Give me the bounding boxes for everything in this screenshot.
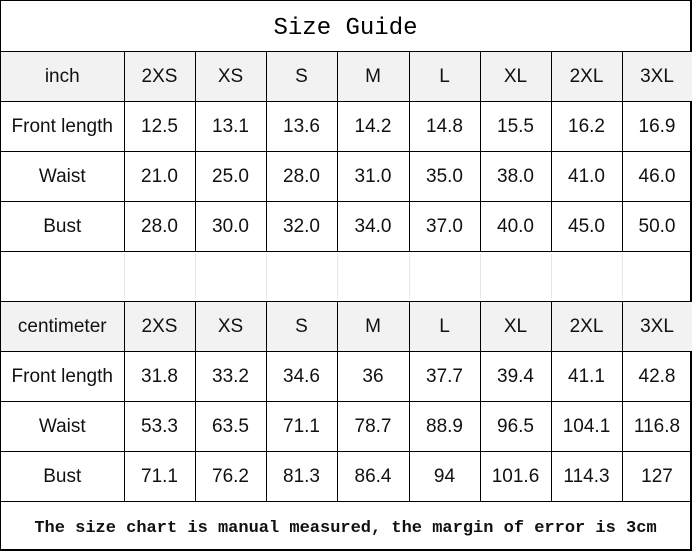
size-header: XS: [194, 301, 267, 352]
measurement-value: 37.7: [408, 351, 481, 402]
table-row: Bust 28.0 30.0 32.0 34.0 37.0 40.0 45.0 50.0: [1, 201, 692, 252]
measurement-value: 37.0: [408, 201, 481, 252]
measurement-value: 39.4: [479, 351, 552, 402]
measurement-value: 40.0: [479, 201, 552, 252]
measurement-value: 28.0: [123, 201, 196, 252]
size-header: XL: [479, 301, 552, 352]
measurement-value: 127: [621, 451, 692, 502]
measurement-value: 63.5: [194, 401, 267, 452]
measurement-label: Waist: [1, 151, 125, 202]
spacer-gridline: [195, 254, 196, 298]
measurement-label: Bust: [1, 201, 125, 252]
measurement-value: 33.2: [194, 351, 267, 402]
measurement-value: 25.0: [194, 151, 267, 202]
measurement-value: 15.5: [479, 101, 552, 152]
measurement-value: 53.3: [123, 401, 196, 452]
measurement-label: Front length: [1, 351, 125, 402]
size-header: 2XL: [550, 301, 623, 352]
measurement-value: 13.1: [194, 101, 267, 152]
size-header: 3XL: [621, 51, 692, 102]
spacer-gridline: [124, 254, 125, 298]
table-row: Waist 21.0 25.0 28.0 31.0 35.0 38.0 41.0 46.0: [1, 151, 692, 202]
measurement-value: 96.5: [479, 401, 552, 452]
spacer-gridline: [622, 254, 623, 298]
measurement-value: 34.0: [336, 201, 410, 252]
measurement-value: 116.8: [621, 401, 692, 452]
table-row: Bust 71.1 76.2 81.3 86.4 94 101.6 114.3 127: [1, 451, 692, 502]
measurement-value: 50.0: [621, 201, 692, 252]
unit-header: inch: [1, 51, 125, 102]
spacer-gridline: [480, 254, 481, 298]
size-header: M: [336, 301, 410, 352]
measurement-value: 14.8: [408, 101, 481, 152]
measurement-value: 38.0: [479, 151, 552, 202]
measurement-value: 13.6: [265, 101, 338, 152]
table-row: Front length 31.8 33.2 34.6 36 37.7 39.4 41.1 42…: [1, 351, 692, 402]
measurement-label: Front length: [1, 101, 125, 152]
measurement-value: 76.2: [194, 451, 267, 502]
size-header: L: [408, 51, 481, 102]
measurement-value: 32.0: [265, 201, 338, 252]
header-row: inch 2XS XS S M L XL 2XL 3XL: [1, 51, 692, 102]
header-row: centimeter 2XS XS S M L XL 2XL 3XL: [1, 301, 692, 352]
measurement-value: 45.0: [550, 201, 623, 252]
measurement-value: 41.0: [550, 151, 623, 202]
table-row: Front length 12.5 13.1 13.6 14.2 14.8 15.5 16.2…: [1, 101, 692, 152]
measurement-value: 30.0: [194, 201, 267, 252]
spacer-gridline: [551, 254, 552, 298]
size-header: M: [336, 51, 410, 102]
measurement-value: 81.3: [265, 451, 338, 502]
size-header: 3XL: [621, 301, 692, 352]
measurement-note: The size chart is manual measured, the m…: [1, 501, 690, 550]
spacer-row: [1, 251, 690, 301]
spacer-gridline: [337, 254, 338, 298]
spacer-gridline: [266, 254, 267, 298]
measurement-value: 104.1: [550, 401, 623, 452]
size-header: 2XS: [123, 301, 196, 352]
measurement-value: 12.5: [123, 101, 196, 152]
inch-size-table: inch 2XS XS S M L XL 2XL 3XL Front length 12.5 13.1…: [1, 51, 692, 252]
measurement-value: 101.6: [479, 451, 552, 502]
size-header: XL: [479, 51, 552, 102]
size-header: S: [265, 301, 338, 352]
measurement-value: 86.4: [336, 451, 410, 502]
size-header: S: [265, 51, 338, 102]
measurement-value: 42.8: [621, 351, 692, 402]
measurement-value: 14.2: [336, 101, 410, 152]
size-header: 2XS: [123, 51, 196, 102]
measurement-value: 46.0: [621, 151, 692, 202]
measurement-value: 28.0: [265, 151, 338, 202]
spacer-gridline: [409, 254, 410, 298]
measurement-value: 41.1: [550, 351, 623, 402]
measurement-value: 94: [408, 451, 481, 502]
measurement-value: 31.8: [123, 351, 196, 402]
size-header: 2XL: [550, 51, 623, 102]
measurement-value: 21.0: [123, 151, 196, 202]
measurement-value: 78.7: [336, 401, 410, 452]
measurement-value: 114.3: [550, 451, 623, 502]
table-row: Waist 53.3 63.5 71.1 78.7 88.9 96.5 104.1 116.8: [1, 401, 692, 452]
size-header: XS: [194, 51, 267, 102]
measurement-value: 31.0: [336, 151, 410, 202]
measurement-value: 16.9: [621, 101, 692, 152]
measurement-label: Bust: [1, 451, 125, 502]
measurement-value: 71.1: [123, 451, 196, 502]
measurement-value: 16.2: [550, 101, 623, 152]
page-title: Size Guide: [273, 14, 418, 42]
measurement-value: 88.9: [408, 401, 481, 452]
measurement-value: 36: [336, 351, 410, 402]
unit-header: centimeter: [1, 301, 125, 352]
measurement-value: 71.1: [265, 401, 338, 452]
measurement-value: 35.0: [408, 151, 481, 202]
measurement-value: 34.6: [265, 351, 338, 402]
measurement-label: Waist: [1, 401, 125, 452]
size-header: L: [408, 301, 481, 352]
centimeter-size-table: centimeter 2XS XS S M L XL 2XL 3XL Front length 31…: [1, 301, 692, 502]
